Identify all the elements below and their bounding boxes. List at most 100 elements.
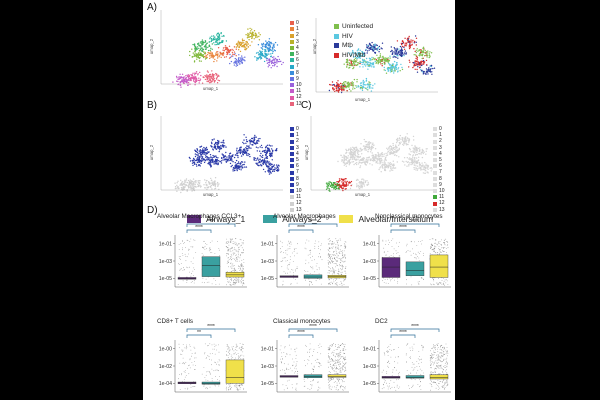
cluster-swatch <box>290 45 294 50</box>
cluster-label: 11 <box>296 194 302 201</box>
cluster-swatch <box>433 189 437 194</box>
significance-label: **** <box>297 225 305 231</box>
cluster-label: 8 <box>296 175 299 182</box>
cluster-swatch <box>433 145 437 150</box>
cluster-legend-item: 5 <box>290 51 302 57</box>
cluster-label: 2 <box>296 138 299 145</box>
cluster-label: 1 <box>439 132 442 139</box>
y-tick-label: 1e-04 <box>159 381 172 387</box>
cluster-label: 10 <box>439 188 445 195</box>
cluster-swatch <box>290 64 294 69</box>
cluster-swatch <box>290 151 294 156</box>
cluster-legend-item: 2 <box>290 138 302 144</box>
significance-bracket <box>186 328 236 332</box>
significance-label: **** <box>297 330 305 336</box>
cluster-swatch <box>290 39 294 44</box>
swatch-hiv-mtb <box>334 52 339 58</box>
cluster-legend-item: 13 <box>433 207 445 213</box>
box-plot-title: Alveolar Macrophages <box>273 213 336 220</box>
cluster-swatch <box>290 70 294 75</box>
significance-label: **** <box>399 225 407 231</box>
y-tick-label: 1e-01 <box>363 346 376 352</box>
cluster-legend-item: 9 <box>290 76 302 82</box>
cluster-swatch <box>290 58 294 63</box>
box <box>327 374 347 378</box>
location-legend-item: Alveolar/Interstitium <box>339 214 433 224</box>
condition-legend: Uninfected HIV Mtb HIV/Mtb <box>334 22 373 60</box>
significance-bracket <box>186 223 236 227</box>
cluster-legend-item: 12 <box>290 200 302 206</box>
cluster-label: 13 <box>439 206 445 213</box>
significance-bracket <box>288 328 338 332</box>
y-tick-label: 1e-05 <box>261 381 274 387</box>
cluster-swatch <box>433 170 437 175</box>
umap-x-label-b: umap_1 <box>203 192 219 197</box>
condition-legend-item: Uninfected <box>334 22 373 32</box>
significance-label: ** <box>197 330 201 336</box>
cluster-label: 9 <box>296 181 299 188</box>
cluster-legend-item: 4 <box>290 151 302 157</box>
cluster-swatch <box>433 164 437 169</box>
cluster-swatch <box>433 207 437 212</box>
cluster-swatch <box>290 139 294 144</box>
swatch-uninfected <box>334 24 339 30</box>
cluster-legend-item: 8 <box>290 176 302 182</box>
jitter-points <box>279 240 298 286</box>
location-legend-item: Airways_1 <box>187 214 245 224</box>
cluster-swatch <box>290 145 294 150</box>
panel-label-d: D) <box>147 205 158 216</box>
box <box>303 274 323 279</box>
jitter-points <box>225 238 245 286</box>
cluster-swatch <box>290 182 294 187</box>
cluster-swatch <box>290 164 294 169</box>
y-tick-label: 1e-01 <box>363 241 376 247</box>
cluster-label: 3 <box>296 144 299 151</box>
cluster-label: 10 <box>296 188 302 195</box>
box-plot: 1e-01 1e-03 1e-05 **** **** <box>261 324 349 393</box>
cluster-swatch <box>290 83 294 88</box>
significance-label: **** <box>411 219 419 225</box>
umap-x-label-a: umap_1 <box>203 86 219 91</box>
panel-label-b: B) <box>147 100 157 111</box>
significance-bracket <box>288 223 338 227</box>
box-plot-title: Alveolar Macrophages CCL3+ <box>157 213 242 220</box>
cluster-legend-b: 0 1 2 3 4 5 6 7 8 9 10 11 12 13 <box>290 126 302 213</box>
cluster-swatch <box>290 176 294 181</box>
cluster-legend-item: 13 <box>290 207 302 213</box>
cluster-label: 8 <box>439 175 442 182</box>
umap-scatter <box>174 134 280 194</box>
cluster-legend-item: 11 <box>290 88 302 94</box>
cluster-swatch <box>290 89 294 94</box>
umap-x-label-a2: umap_1 <box>355 97 371 102</box>
box-plot-title: Nonclassical monocytes <box>375 213 443 220</box>
cluster-legend-item: 3 <box>290 145 302 151</box>
swatch-airways-1 <box>187 215 201 223</box>
cluster-label: 9 <box>296 75 299 82</box>
cluster-swatch <box>290 101 294 106</box>
significance-label: **** <box>207 324 215 330</box>
cluster-legend-item: 7 <box>290 63 302 69</box>
cluster-legend-item: 5 <box>433 157 445 163</box>
cluster-legend-c: 0 1 2 3 4 5 6 7 8 9 10 11 12 13 <box>433 126 445 213</box>
cluster-legend-item: 6 <box>433 163 445 169</box>
y-tick-label: 1e-01 <box>261 241 274 247</box>
significance-label: **** <box>309 324 317 330</box>
jitter-points <box>201 343 221 390</box>
cluster-legend-item: 11 <box>433 194 445 200</box>
box-plot: 1e-01 1e-03 1e-05 **** **** <box>261 219 349 288</box>
box-plot-title: CD8+ T cells <box>157 318 193 325</box>
box <box>201 256 221 277</box>
cluster-label: 0 <box>296 126 299 132</box>
cluster-label: 7 <box>296 169 299 176</box>
cluster-legend-item: 7 <box>433 169 445 175</box>
cluster-legend-item: 7 <box>290 169 302 175</box>
jitter-points <box>279 344 299 391</box>
y-tick-label: 1e-03 <box>363 364 376 370</box>
cluster-swatch <box>433 158 437 163</box>
jitter-points <box>429 343 449 391</box>
cluster-legend-item: 6 <box>290 57 302 63</box>
cluster-legend-item: 6 <box>290 163 302 169</box>
box-plot: 1e-01 1e-03 1e-05 **** **** <box>159 219 247 288</box>
cluster-label: 1 <box>296 132 299 139</box>
y-tick-label: 1e-02 <box>159 364 172 370</box>
